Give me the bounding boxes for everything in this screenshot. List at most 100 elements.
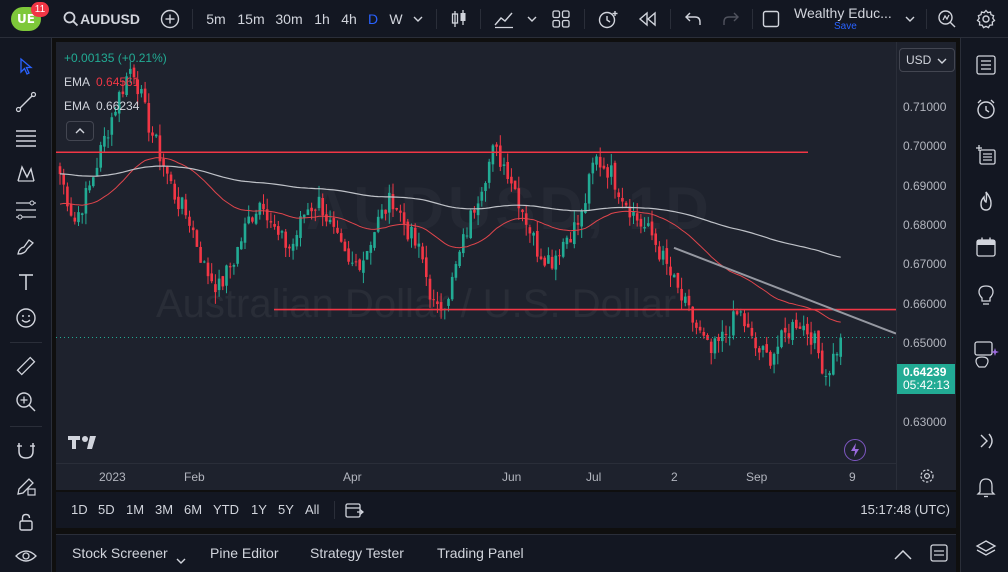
compare-add-icon[interactable]: [158, 0, 182, 38]
lock-pencil-icon[interactable]: [10, 470, 42, 502]
candle-body: [806, 323, 809, 335]
undo-icon[interactable]: [682, 0, 704, 38]
interval-5m[interactable]: 5m: [206, 11, 226, 27]
chevron-up-icon[interactable]: [894, 547, 912, 565]
horizontal-lines-icon[interactable]: [10, 122, 42, 154]
indicators-icon[interactable]: [492, 0, 516, 38]
time-tick: Apr: [343, 470, 362, 484]
candle-body: [565, 237, 569, 245]
layout-save-link[interactable]: Save: [834, 21, 857, 32]
maximize-panel-icon[interactable]: [930, 544, 948, 567]
scale-settings-gear-icon[interactable]: [919, 468, 935, 489]
lock-icon[interactable]: [10, 506, 42, 538]
candle-body: [306, 209, 310, 215]
candle-body: [758, 348, 761, 353]
fib-retracement-icon[interactable]: [10, 194, 42, 226]
lightning-icon[interactable]: [844, 439, 866, 461]
search-icon[interactable]: [60, 0, 82, 38]
interval-15m[interactable]: 15m: [237, 11, 265, 27]
range-5d[interactable]: 5D: [98, 502, 115, 517]
cursor-arrow-icon[interactable]: [10, 50, 42, 82]
goto-date-icon[interactable]: [344, 500, 365, 525]
interval-1w[interactable]: W: [389, 11, 403, 27]
tradingview-logo[interactable]: [68, 434, 102, 455]
notifications-bell-icon[interactable]: [969, 470, 1003, 504]
range-ytd[interactable]: YTD: [213, 502, 239, 517]
bar-style-candles-icon[interactable]: [448, 0, 470, 38]
interval-1d[interactable]: D: [367, 11, 379, 27]
alert-clock-icon[interactable]: [596, 0, 620, 38]
hotlist-flame-icon[interactable]: [969, 184, 1003, 218]
smiley-icon[interactable]: [10, 302, 42, 334]
ideas-lightbulb-icon[interactable]: [969, 278, 1003, 312]
ema-legend-slow[interactable]: EMA 0.66234: [64, 99, 139, 113]
magnet-icon[interactable]: [10, 434, 42, 466]
symbol-search-button[interactable]: AUDUSD: [80, 11, 140, 27]
candle-body: [746, 323, 750, 328]
settings-gear-icon[interactable]: [974, 0, 998, 38]
layouts-grid-icon[interactable]: [550, 0, 572, 38]
candle-body: [717, 337, 720, 341]
chevron-down-icon[interactable]: [410, 0, 426, 38]
legend-collapse-button[interactable]: [66, 121, 94, 141]
candle-body: [376, 216, 380, 232]
trend-line-icon[interactable]: [10, 86, 42, 118]
chevron-down-icon[interactable]: [524, 0, 540, 38]
eye-icon[interactable]: [10, 540, 42, 572]
candle-body: [265, 209, 269, 221]
zoom-in-icon[interactable]: [10, 386, 42, 418]
candlestick-plot[interactable]: [56, 42, 896, 463]
candle-body: [813, 333, 817, 344]
range-5y[interactable]: 5Y: [278, 502, 294, 517]
candle-body: [462, 234, 465, 254]
divider: [334, 501, 335, 519]
interval-4h[interactable]: 4h: [341, 11, 357, 27]
range-6m[interactable]: 6M: [184, 502, 203, 517]
tab-strategy-tester[interactable]: Strategy Tester: [310, 545, 404, 561]
candle-body: [835, 353, 839, 356]
candle-body: [73, 217, 77, 222]
utc-clock[interactable]: 15:17:48 (UTC): [860, 502, 950, 517]
candle-body: [432, 299, 435, 301]
tab-stock-screener[interactable]: Stock Screener: [72, 545, 168, 561]
chevron-down-icon[interactable]: [176, 551, 186, 569]
chat-assistant-icon[interactable]: [969, 338, 1003, 372]
fullscreen-square-icon[interactable]: [760, 0, 782, 38]
interval-30m[interactable]: 30m: [275, 11, 303, 27]
currency-select[interactable]: USD: [899, 48, 955, 72]
calendar-icon[interactable]: [969, 230, 1003, 264]
interval-1h[interactable]: 1h: [314, 11, 330, 27]
replay-icon[interactable]: [636, 0, 658, 38]
trend-line: [673, 246, 896, 335]
range-1d[interactable]: 1D: [71, 502, 88, 517]
alarm-clock-icon[interactable]: [969, 92, 1003, 126]
range-1y[interactable]: 1Y: [251, 502, 267, 517]
range-1m[interactable]: 1M: [126, 502, 145, 517]
candle-body: [129, 68, 132, 74]
candle-body: [791, 322, 794, 340]
signal-stream-icon[interactable]: [969, 424, 1003, 458]
tab-pine-editor[interactable]: Pine Editor: [210, 545, 279, 561]
ruler-icon[interactable]: [10, 350, 42, 382]
ema-legend-fast[interactable]: EMA 0.64561: [64, 75, 139, 89]
redo-icon[interactable]: [720, 0, 742, 38]
candle-body: [358, 259, 361, 270]
chart-pane[interactable]: AUDUSD, 1D Australian Dollar / U.S. Doll…: [56, 42, 956, 490]
layers-icon[interactable]: [969, 532, 1003, 566]
range-3m[interactable]: 3M: [155, 502, 174, 517]
tab-trading-panel[interactable]: Trading Panel: [437, 545, 524, 561]
candle-body: [458, 251, 461, 267]
layout-name[interactable]: Wealthy Educ...: [794, 5, 892, 21]
pattern-tool-icon[interactable]: [10, 158, 42, 190]
object-tree-icon[interactable]: [969, 138, 1003, 172]
candle-body: [410, 226, 413, 239]
brush-icon[interactable]: [10, 230, 42, 262]
watchlist-icon[interactable]: [969, 48, 1003, 82]
range-all[interactable]: All: [305, 502, 320, 517]
text-tool-icon[interactable]: [10, 266, 42, 298]
time-axis[interactable]: 2023 Feb Apr Jun Jul 2 Sep 9: [56, 463, 896, 490]
chevron-down-icon[interactable]: [902, 0, 918, 38]
candle-body: [421, 246, 424, 260]
candle-body: [713, 338, 717, 354]
quick-search-icon[interactable]: [936, 0, 958, 38]
